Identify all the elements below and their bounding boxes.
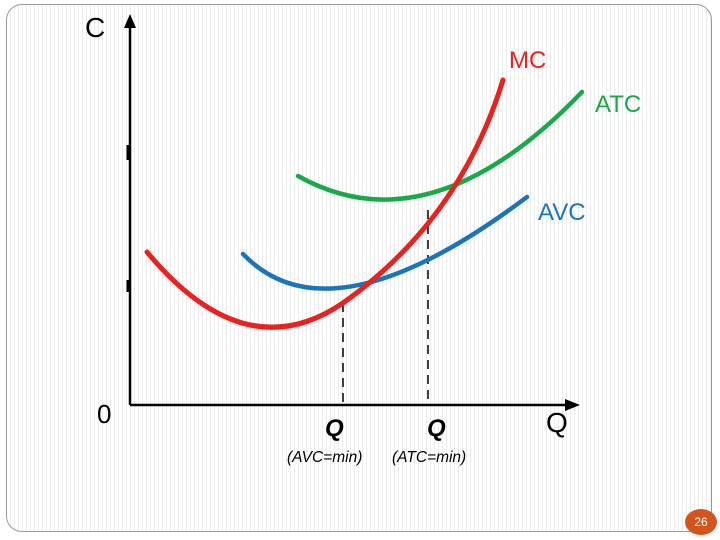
x-axis-label: Q [546,407,568,438]
y-axis-arrow-icon [124,14,136,28]
atc-min-note: (ATC=min) [392,449,466,466]
q-atc-min-label: Q [427,415,446,442]
slide-number-badge: 26 [685,509,717,535]
avc-min-note: (AVC=min) [287,449,362,466]
y-axis-label: C [85,12,105,43]
slide-frame [6,4,712,532]
atc-curve [295,89,585,202]
origin-label: 0 [97,399,111,429]
atc-label: ATC [595,91,641,118]
avc-curve [240,194,530,291]
mc-curve [144,77,506,330]
avc-label: AVC [538,199,586,226]
q-avc-min-label: Q [325,415,344,442]
x-axis-arrow-icon [565,399,580,411]
mc-label: MC [509,47,546,74]
